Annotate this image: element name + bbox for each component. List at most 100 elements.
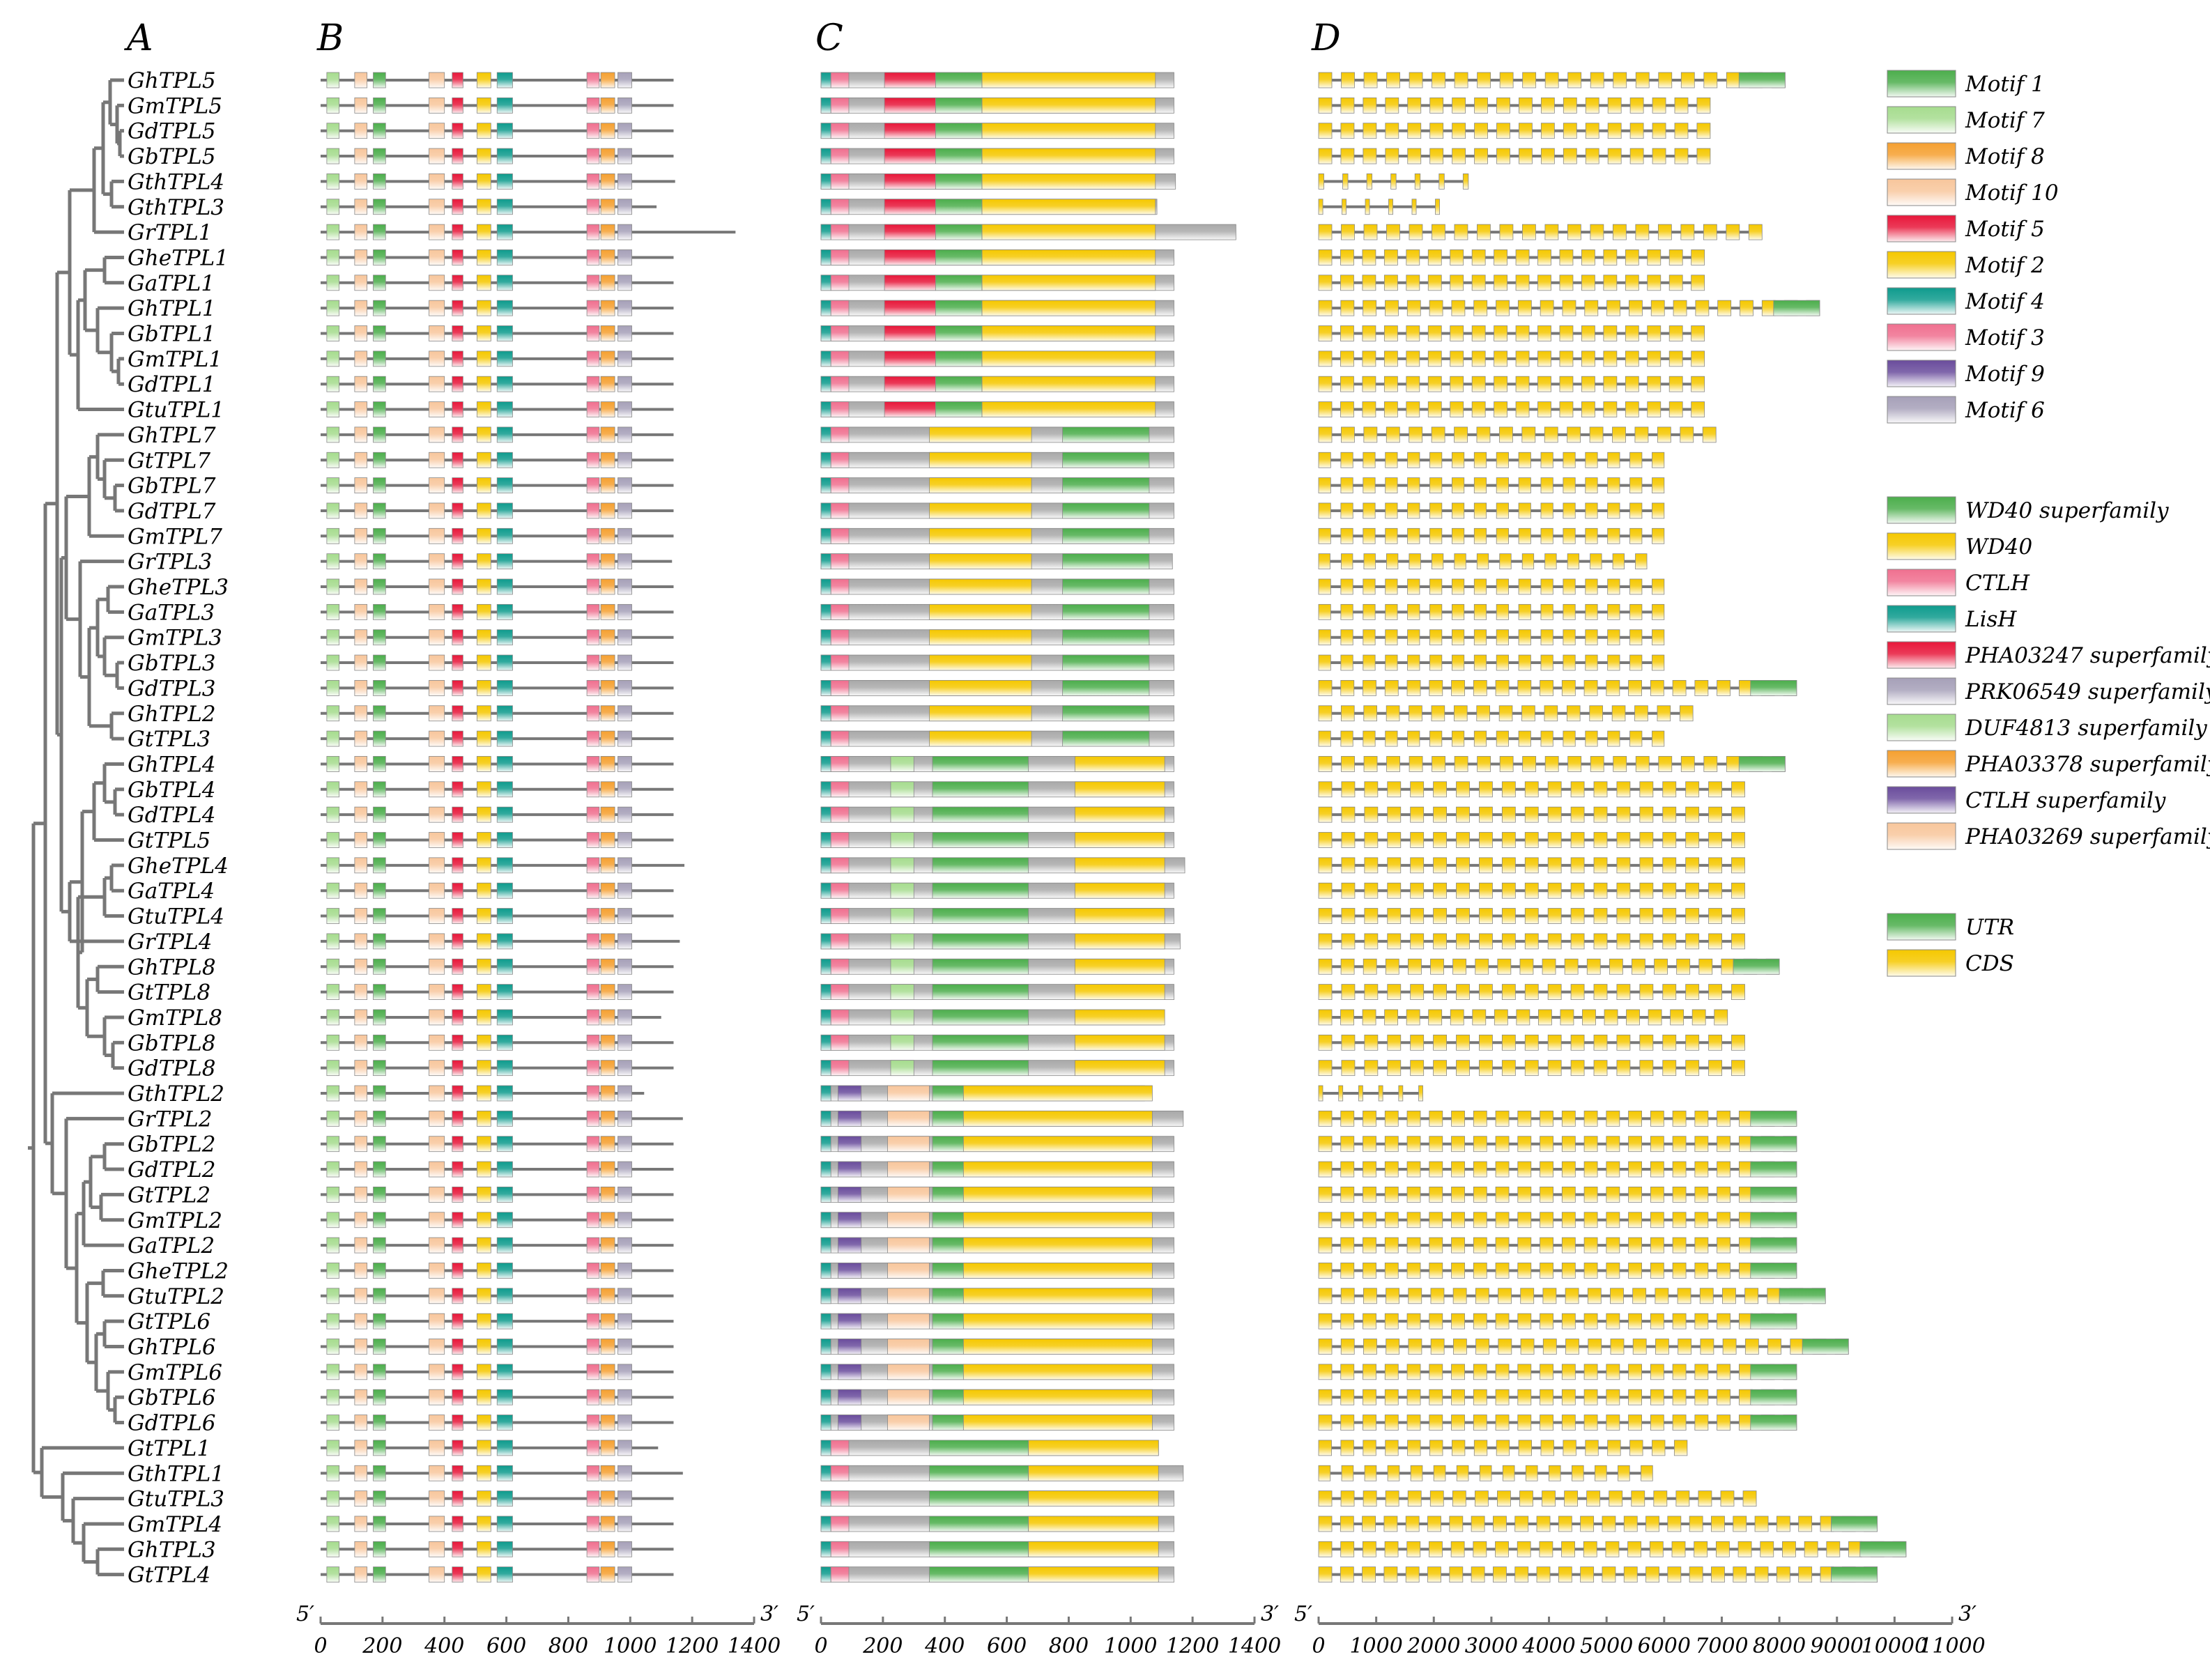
domain-box: [820, 1288, 831, 1304]
motif-box: [617, 376, 632, 392]
cds-exon: [1680, 224, 1695, 240]
cds-exon: [1340, 300, 1355, 316]
cds-exon: [1429, 1389, 1443, 1405]
domain-box: [884, 224, 936, 240]
motif-box: [429, 781, 445, 798]
cds-exon: [1632, 1339, 1647, 1355]
cds-exon: [1540, 1415, 1553, 1431]
domain-box: [935, 148, 983, 164]
cds-exon: [1418, 1085, 1423, 1102]
motif-box: [354, 401, 368, 417]
motif-box: [326, 148, 340, 164]
legend-gene-swatch: [1887, 913, 1956, 941]
motif-box: [496, 1237, 513, 1254]
cds-exon: [1476, 705, 1490, 722]
cds-exon: [1496, 730, 1509, 747]
motif-box: [496, 1034, 513, 1051]
cds-exon: [1383, 249, 1398, 265]
domain-box: [820, 1161, 831, 1178]
cds-exon: [1429, 1541, 1443, 1557]
cds-exon: [1559, 249, 1574, 265]
motif-box: [326, 806, 340, 823]
motif-box: [600, 1541, 615, 1557]
cds-exon: [1493, 1566, 1507, 1583]
utr-box: [1859, 1541, 1907, 1557]
cds-exon: [1386, 72, 1400, 88]
motif-box: [600, 1212, 615, 1228]
motif-box: [429, 1288, 445, 1304]
cds-exon: [1341, 857, 1356, 874]
motif-box: [586, 1009, 600, 1026]
motif-box: [617, 350, 632, 367]
cds-exon: [1342, 199, 1346, 215]
cds-exon: [1563, 1440, 1576, 1456]
motif-box: [617, 832, 632, 848]
cds-exon: [1427, 350, 1442, 367]
axis-b-start-label: 5′: [296, 1602, 314, 1626]
axis-d-tick-label: 6000: [1638, 1634, 1691, 1658]
cds-exon: [1407, 629, 1420, 646]
domain-box: [890, 1060, 914, 1077]
cds-exon: [1540, 1389, 1553, 1405]
cds-exon: [1362, 350, 1376, 367]
cds-exon: [1318, 1490, 1333, 1507]
gene-label: GdTPL5: [128, 119, 215, 144]
cds-exon: [1561, 1237, 1576, 1254]
cds-exon: [1451, 1136, 1465, 1153]
cds-exon: [1407, 603, 1420, 620]
domain-box: [820, 275, 831, 291]
cds-exon: [1433, 984, 1447, 1000]
domain-box: [830, 224, 850, 240]
cds-exon: [1495, 1110, 1510, 1127]
cds-exon: [1383, 325, 1398, 341]
axis-d-tick-label: 7000: [1695, 1634, 1748, 1658]
cds-exon: [1406, 1187, 1421, 1203]
cds-exon: [1414, 173, 1421, 190]
cds-exon: [1668, 376, 1683, 392]
axis-c-tick-label: 1200: [1166, 1634, 1219, 1658]
cds-exon: [1433, 781, 1447, 798]
motif-box: [496, 1364, 513, 1380]
cds-exon: [1662, 832, 1677, 848]
cds-exon: [1563, 730, 1576, 747]
motif-box: [496, 401, 513, 417]
motif-box: [373, 1110, 386, 1127]
cds-exon: [1390, 173, 1397, 190]
cds-exon: [1540, 730, 1553, 747]
motif-box: [354, 705, 368, 722]
domain-box: [929, 1490, 1029, 1507]
motif-box: [586, 325, 600, 341]
cds-exon: [1593, 984, 1608, 1000]
cds-exon: [1473, 629, 1487, 646]
cds-exon: [1606, 1313, 1620, 1330]
cds-exon: [1561, 680, 1576, 696]
motif-box: [429, 173, 445, 190]
gene-label: GrTPL3: [128, 550, 212, 575]
motif-box: [617, 1034, 632, 1051]
domain-box: [887, 1288, 930, 1304]
cds-exon: [1694, 1364, 1709, 1380]
motif-box: [617, 123, 632, 139]
cds-exon: [1561, 1541, 1575, 1557]
motif-box: [586, 1060, 600, 1077]
cds-exon: [1451, 452, 1465, 468]
motif-box: [326, 578, 340, 595]
cds-exon: [1407, 502, 1420, 519]
cds-exon: [1385, 452, 1398, 468]
motif-box: [476, 578, 491, 595]
domain-box: [820, 1566, 831, 1583]
cds-exon: [1451, 1364, 1465, 1380]
cds-exon: [1410, 1034, 1425, 1051]
cds-exon: [1341, 908, 1356, 924]
cds-exon: [1635, 224, 1650, 240]
cds-exon: [1548, 1465, 1561, 1481]
domain-box: [884, 199, 936, 215]
cds-exon: [1471, 249, 1486, 265]
motif-box: [373, 1313, 386, 1330]
cds-exon: [1581, 249, 1595, 265]
cds-exon: [1427, 325, 1442, 341]
domain-box: [1028, 1490, 1159, 1507]
motif-box: [373, 1415, 386, 1431]
motif-box: [476, 705, 491, 722]
cds-exon: [1340, 1364, 1355, 1380]
